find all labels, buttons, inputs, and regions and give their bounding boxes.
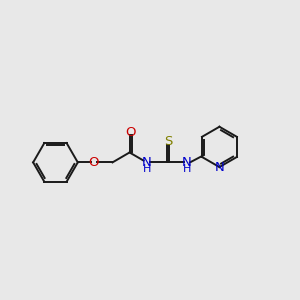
Text: O: O bbox=[125, 125, 136, 139]
Text: N: N bbox=[142, 156, 152, 169]
Text: N: N bbox=[214, 160, 224, 173]
Text: O: O bbox=[89, 156, 99, 169]
Text: S: S bbox=[164, 135, 172, 148]
Text: H: H bbox=[183, 164, 191, 174]
Text: H: H bbox=[142, 164, 151, 174]
Text: N: N bbox=[182, 156, 192, 169]
